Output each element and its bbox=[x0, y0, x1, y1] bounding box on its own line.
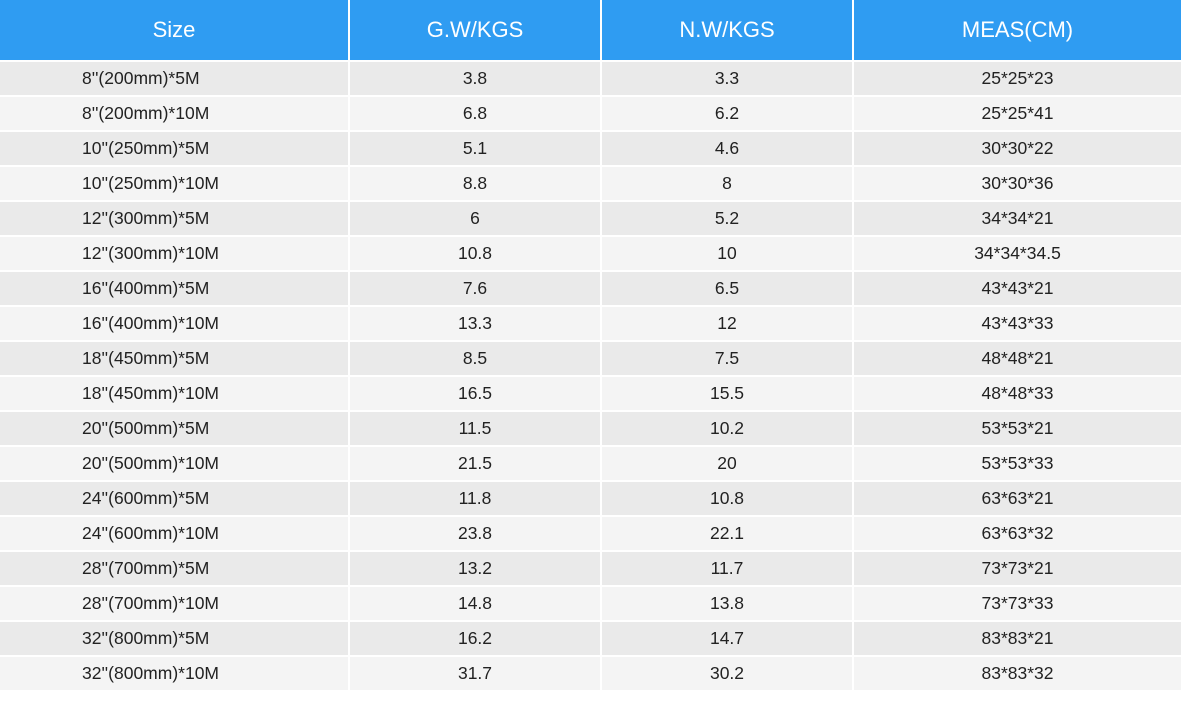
cell-net-weight: 3.3 bbox=[602, 60, 854, 95]
cell-size: 12''(300mm)*10M bbox=[0, 235, 350, 270]
cell-measurement: 83*83*21 bbox=[854, 620, 1181, 655]
cell-net-weight: 10 bbox=[602, 235, 854, 270]
cell-size: 10''(250mm)*5M bbox=[0, 130, 350, 165]
table-body: 8''(200mm)*5M 3.8 3.3 25*25*23 8''(200mm)*10… bbox=[0, 60, 1181, 690]
cell-measurement: 73*73*21 bbox=[854, 550, 1181, 585]
cell-measurement: 43*43*33 bbox=[854, 305, 1181, 340]
cell-net-weight: 20 bbox=[602, 445, 854, 480]
cell-net-weight: 8 bbox=[602, 165, 854, 200]
cell-gross-weight: 8.5 bbox=[350, 340, 602, 375]
table-row: 16''(400mm)*10M 13.3 12 43*43*33 bbox=[0, 305, 1181, 340]
cell-gross-weight: 13.2 bbox=[350, 550, 602, 585]
cell-measurement: 63*63*32 bbox=[854, 515, 1181, 550]
header-row: Size G.W/KGS N.W/KGS MEAS(CM) bbox=[0, 0, 1181, 60]
cell-size: 16''(400mm)*5M bbox=[0, 270, 350, 305]
cell-gross-weight: 21.5 bbox=[350, 445, 602, 480]
cell-measurement: 63*63*21 bbox=[854, 480, 1181, 515]
table-row: 16''(400mm)*5M 7.6 6.5 43*43*21 bbox=[0, 270, 1181, 305]
table-row: 32''(800mm)*10M 31.7 30.2 83*83*32 bbox=[0, 655, 1181, 690]
table-row: 10''(250mm)*5M 5.1 4.6 30*30*22 bbox=[0, 130, 1181, 165]
table-row: 24''(600mm)*10M 23.8 22.1 63*63*32 bbox=[0, 515, 1181, 550]
cell-net-weight: 11.7 bbox=[602, 550, 854, 585]
table-header: Size G.W/KGS N.W/KGS MEAS(CM) bbox=[0, 0, 1181, 60]
cell-gross-weight: 11.5 bbox=[350, 410, 602, 445]
cell-measurement: 53*53*21 bbox=[854, 410, 1181, 445]
table-row: 32''(800mm)*5M 16.2 14.7 83*83*21 bbox=[0, 620, 1181, 655]
cell-net-weight: 14.7 bbox=[602, 620, 854, 655]
cell-gross-weight: 6 bbox=[350, 200, 602, 235]
cell-net-weight: 13.8 bbox=[602, 585, 854, 620]
cell-net-weight: 10.2 bbox=[602, 410, 854, 445]
cell-net-weight: 6.2 bbox=[602, 95, 854, 130]
packing-spec-table: Size G.W/KGS N.W/KGS MEAS(CM) 8''(200mm)… bbox=[0, 0, 1181, 690]
cell-measurement: 25*25*41 bbox=[854, 95, 1181, 130]
cell-size: 32''(800mm)*10M bbox=[0, 655, 350, 690]
cell-gross-weight: 5.1 bbox=[350, 130, 602, 165]
cell-gross-weight: 16.2 bbox=[350, 620, 602, 655]
cell-size: 20''(500mm)*10M bbox=[0, 445, 350, 480]
table-row: 8''(200mm)*5M 3.8 3.3 25*25*23 bbox=[0, 60, 1181, 95]
cell-size: 20''(500mm)*5M bbox=[0, 410, 350, 445]
cell-measurement: 83*83*32 bbox=[854, 655, 1181, 690]
header-net-weight: N.W/KGS bbox=[602, 0, 854, 60]
cell-measurement: 48*48*33 bbox=[854, 375, 1181, 410]
table-row: 20''(500mm)*5M 11.5 10.2 53*53*21 bbox=[0, 410, 1181, 445]
cell-size: 8''(200mm)*5M bbox=[0, 60, 350, 95]
cell-net-weight: 30.2 bbox=[602, 655, 854, 690]
cell-measurement: 34*34*21 bbox=[854, 200, 1181, 235]
cell-measurement: 25*25*23 bbox=[854, 60, 1181, 95]
cell-net-weight: 15.5 bbox=[602, 375, 854, 410]
cell-net-weight: 6.5 bbox=[602, 270, 854, 305]
table-row: 24''(600mm)*5M 11.8 10.8 63*63*21 bbox=[0, 480, 1181, 515]
cell-measurement: 34*34*34.5 bbox=[854, 235, 1181, 270]
cell-net-weight: 5.2 bbox=[602, 200, 854, 235]
table-row: 8''(200mm)*10M 6.8 6.2 25*25*41 bbox=[0, 95, 1181, 130]
cell-size: 18''(450mm)*10M bbox=[0, 375, 350, 410]
cell-gross-weight: 6.8 bbox=[350, 95, 602, 130]
cell-net-weight: 22.1 bbox=[602, 515, 854, 550]
cell-gross-weight: 10.8 bbox=[350, 235, 602, 270]
table-row: 12''(300mm)*10M 10.8 10 34*34*34.5 bbox=[0, 235, 1181, 270]
cell-size: 24''(600mm)*10M bbox=[0, 515, 350, 550]
table-row: 12''(300mm)*5M 6 5.2 34*34*21 bbox=[0, 200, 1181, 235]
table-row: 10''(250mm)*10M 8.8 8 30*30*36 bbox=[0, 165, 1181, 200]
cell-net-weight: 7.5 bbox=[602, 340, 854, 375]
cell-gross-weight: 3.8 bbox=[350, 60, 602, 95]
cell-net-weight: 12 bbox=[602, 305, 854, 340]
cell-measurement: 73*73*33 bbox=[854, 585, 1181, 620]
cell-gross-weight: 14.8 bbox=[350, 585, 602, 620]
table-row: 28''(700mm)*5M 13.2 11.7 73*73*21 bbox=[0, 550, 1181, 585]
cell-gross-weight: 16.5 bbox=[350, 375, 602, 410]
cell-size: 18''(450mm)*5M bbox=[0, 340, 350, 375]
cell-size: 24''(600mm)*5M bbox=[0, 480, 350, 515]
cell-measurement: 43*43*21 bbox=[854, 270, 1181, 305]
table-row: 18''(450mm)*5M 8.5 7.5 48*48*21 bbox=[0, 340, 1181, 375]
cell-size: 16''(400mm)*10M bbox=[0, 305, 350, 340]
table-row: 28''(700mm)*10M 14.8 13.8 73*73*33 bbox=[0, 585, 1181, 620]
header-measurement: MEAS(CM) bbox=[854, 0, 1181, 60]
cell-measurement: 48*48*21 bbox=[854, 340, 1181, 375]
cell-size: 32''(800mm)*5M bbox=[0, 620, 350, 655]
header-gross-weight: G.W/KGS bbox=[350, 0, 602, 60]
cell-measurement: 30*30*36 bbox=[854, 165, 1181, 200]
cell-gross-weight: 8.8 bbox=[350, 165, 602, 200]
cell-gross-weight: 13.3 bbox=[350, 305, 602, 340]
cell-size: 10''(250mm)*10M bbox=[0, 165, 350, 200]
cell-gross-weight: 7.6 bbox=[350, 270, 602, 305]
cell-net-weight: 10.8 bbox=[602, 480, 854, 515]
cell-size: 8''(200mm)*10M bbox=[0, 95, 350, 130]
header-size: Size bbox=[0, 0, 350, 60]
cell-size: 28''(700mm)*5M bbox=[0, 550, 350, 585]
cell-measurement: 30*30*22 bbox=[854, 130, 1181, 165]
cell-gross-weight: 11.8 bbox=[350, 480, 602, 515]
cell-size: 28''(700mm)*10M bbox=[0, 585, 350, 620]
cell-gross-weight: 31.7 bbox=[350, 655, 602, 690]
cell-gross-weight: 23.8 bbox=[350, 515, 602, 550]
table-row: 20''(500mm)*10M 21.5 20 53*53*33 bbox=[0, 445, 1181, 480]
cell-measurement: 53*53*33 bbox=[854, 445, 1181, 480]
cell-size: 12''(300mm)*5M bbox=[0, 200, 350, 235]
table-row: 18''(450mm)*10M 16.5 15.5 48*48*33 bbox=[0, 375, 1181, 410]
cell-net-weight: 4.6 bbox=[602, 130, 854, 165]
